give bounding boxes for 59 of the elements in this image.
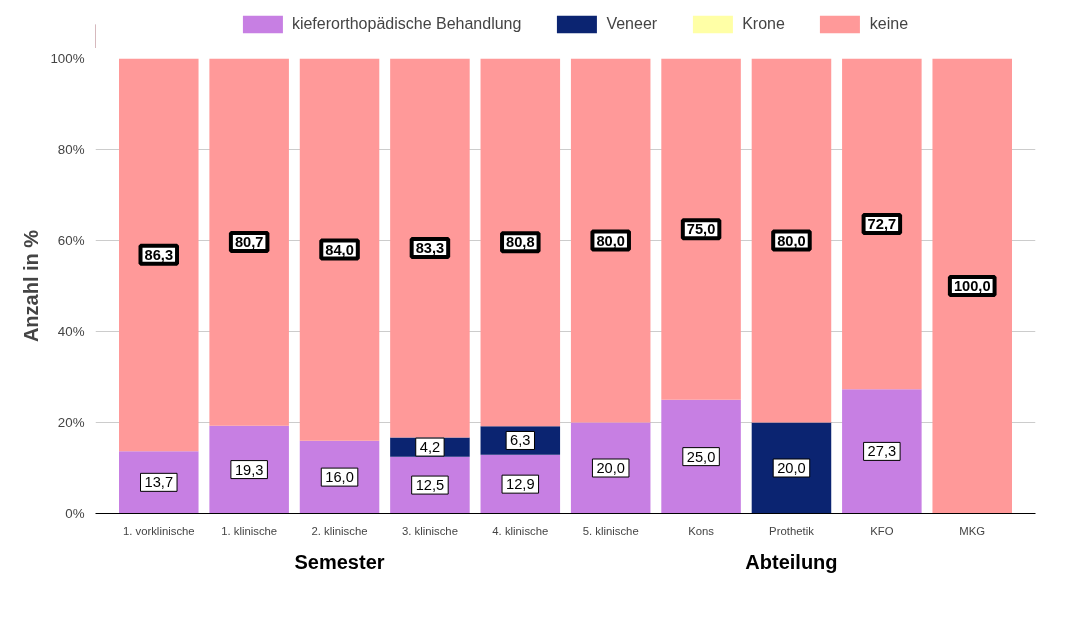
data-label: 27,3 xyxy=(867,443,897,460)
bar xyxy=(480,58,561,427)
text: Semester xyxy=(294,550,385,573)
data-label: 100,0 xyxy=(953,278,991,294)
x-tick-label: 4. klinische xyxy=(492,524,549,537)
data-label: 6,3 xyxy=(510,432,531,449)
legend-label: kieferorthopädische Behandlung xyxy=(291,15,522,33)
bar xyxy=(751,422,832,514)
x-tick-label: 2. klinische xyxy=(311,524,368,537)
text: Abteilung xyxy=(745,550,838,573)
data-label: 80,0 xyxy=(777,232,806,249)
data-label: 72,7 xyxy=(867,215,897,232)
y-tick-label: 100% xyxy=(50,51,85,66)
x-tick-label: MKG xyxy=(959,524,986,537)
data-label: 4,2 xyxy=(419,439,441,456)
x-tick-label: KFO xyxy=(870,524,894,537)
data-label: 13,7 xyxy=(144,474,174,491)
y-tick-label: 40% xyxy=(57,324,85,339)
x-tick-label: 5. klinische xyxy=(582,524,639,537)
data-label: 19,3 xyxy=(234,461,264,478)
x-tick-label: 1. klinische xyxy=(221,524,278,537)
y-tick-label: 80% xyxy=(57,142,85,157)
y-tick-label: 0% xyxy=(65,506,85,521)
bar xyxy=(390,58,470,438)
bar xyxy=(842,58,922,390)
x-tick-label: 1. vorklinische xyxy=(122,524,195,537)
x-tick-label: 3. klinische xyxy=(401,524,458,537)
data-label: 84,0 xyxy=(325,241,354,258)
y-tick-label: 20% xyxy=(57,415,85,430)
y-axis-title: Anzahl in % xyxy=(20,229,43,343)
data-label: 20,0 xyxy=(777,460,806,476)
data-label: 83,3 xyxy=(415,240,445,257)
bar xyxy=(751,58,832,423)
data-label: 12,9 xyxy=(506,476,535,493)
y-tick-label: 60% xyxy=(57,233,85,248)
data-label: 16,0 xyxy=(325,469,354,486)
bar xyxy=(661,58,741,400)
bar xyxy=(932,58,1012,514)
x-tick-label: Prothetik xyxy=(769,524,815,537)
data-label: 12,5 xyxy=(415,477,445,494)
legend-label: Krone xyxy=(742,15,785,33)
legend-label: keine xyxy=(869,15,909,33)
bar xyxy=(209,58,289,426)
data-label: 80,7 xyxy=(234,234,264,251)
x-tick-label: Kons xyxy=(688,524,715,537)
bar xyxy=(570,58,651,423)
legend-label: Veneer xyxy=(606,15,658,33)
bar xyxy=(299,58,380,441)
data-label: 75,0 xyxy=(686,221,716,238)
data-label: 86,3 xyxy=(144,246,174,263)
data-label: 25,0 xyxy=(686,448,716,465)
bar xyxy=(570,422,651,514)
data-label: 80,0 xyxy=(596,232,625,249)
bar xyxy=(119,58,199,452)
data-label: 20,0 xyxy=(596,460,625,476)
data-label: 80,8 xyxy=(506,234,535,251)
bar xyxy=(842,389,922,514)
bar xyxy=(209,425,289,514)
bar xyxy=(661,399,741,514)
